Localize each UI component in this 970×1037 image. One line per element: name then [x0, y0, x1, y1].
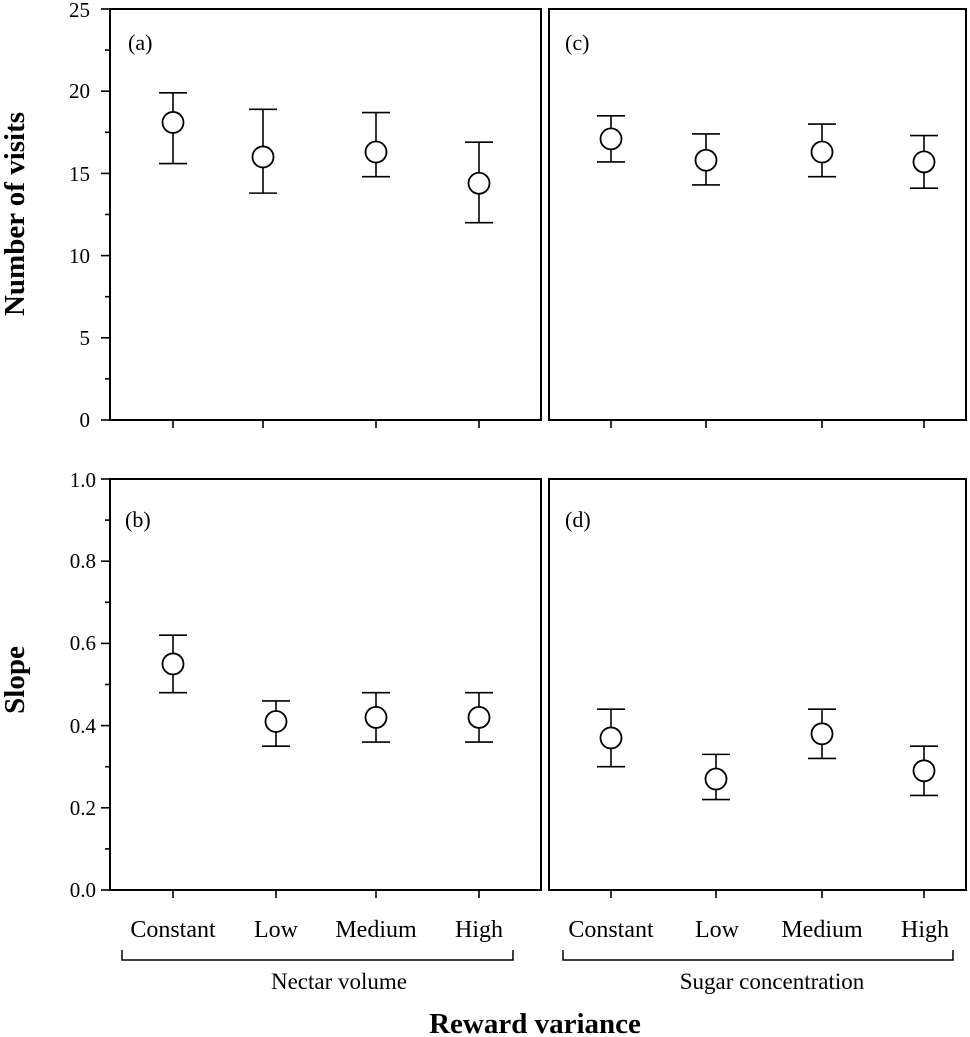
x-tick-label: Low	[695, 917, 740, 943]
y-tick-label: 0.4	[70, 714, 97, 738]
group-label-nectar: Nectar volume	[271, 969, 407, 994]
panel-c-frame	[548, 8, 967, 421]
data-point	[599, 726, 623, 750]
y-tick-label: 25	[69, 0, 90, 22]
data-point	[467, 705, 491, 729]
y-tick-label: 0.2	[70, 796, 96, 820]
y-tick-label: 0.6	[70, 631, 96, 655]
data-point	[599, 127, 623, 151]
group-bracket-sugar	[562, 950, 954, 961]
x-tick-label: High	[901, 917, 949, 943]
data-point	[467, 171, 491, 195]
data-point	[251, 145, 275, 169]
x-tick-label: Constant	[568, 917, 654, 943]
y-tick-label: 5	[80, 326, 91, 350]
panel-b-frame	[109, 478, 542, 891]
data-point	[364, 705, 388, 729]
panel-label-c: (c)	[565, 30, 589, 55]
panel-d-frame	[548, 478, 967, 891]
group-bracket-nectar	[121, 950, 514, 961]
y-axis-title-slope: Slope	[0, 646, 31, 714]
data-point	[704, 767, 728, 791]
y-tick-label: 0	[80, 408, 91, 432]
data-point	[810, 140, 834, 164]
plot-marks	[101, 8, 938, 898]
y-tick-label: 0.8	[70, 549, 96, 573]
panel-label-d: (d)	[565, 507, 591, 532]
x-axis-title: Reward variance	[429, 1008, 641, 1037]
data-point	[810, 722, 834, 746]
group-label-sugar: Sugar concentration	[680, 969, 865, 994]
y-tick-label: 1.0	[70, 468, 96, 492]
y-tick-label: 0.0	[70, 878, 96, 902]
data-point	[912, 759, 936, 783]
data-point	[694, 148, 718, 172]
y-axis-title-visits: Number of visits	[0, 112, 31, 316]
x-tick-label: Medium	[781, 917, 863, 943]
x-tick-label: Constant	[130, 917, 216, 943]
data-point	[161, 652, 185, 676]
data-point	[264, 710, 288, 733]
panel-label-b: (b)	[125, 507, 151, 532]
y-tick-label: 20	[69, 79, 90, 103]
y-tick-label: 10	[69, 244, 90, 268]
x-tick-label: Medium	[335, 917, 417, 943]
x-tick-label: High	[455, 917, 503, 943]
y-tick-label: 15	[69, 162, 90, 186]
x-tick-label: Low	[254, 917, 299, 943]
panel-label-a: (a)	[128, 30, 152, 55]
data-point	[161, 111, 185, 134]
data-point	[912, 150, 936, 174]
panel-a-frame	[109, 8, 542, 421]
data-point	[364, 140, 388, 164]
